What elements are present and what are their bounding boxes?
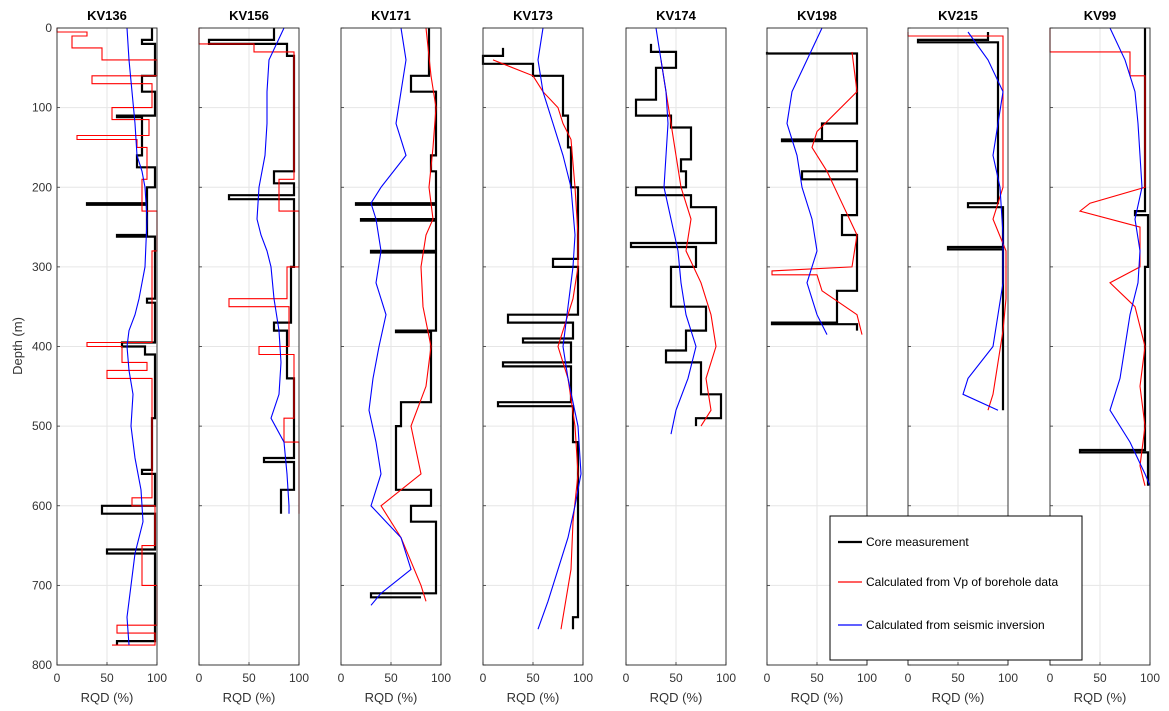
x-axis-label: RQD (%) xyxy=(791,690,844,705)
legend-vp-label: Calculated from Vp of borehole data xyxy=(866,575,1058,589)
x-tick-label: 0 xyxy=(905,671,912,685)
panel-title: KV136 xyxy=(87,8,127,23)
x-tick-label: 0 xyxy=(196,671,203,685)
x-tick-label: 0 xyxy=(338,671,345,685)
x-tick-label: 0 xyxy=(764,671,771,685)
legend-seismic-label: Calculated from seismic inversion xyxy=(866,618,1045,632)
x-tick-label: 50 xyxy=(810,671,824,685)
y-tick-label: 400 xyxy=(32,340,52,354)
panel-title: KV173 xyxy=(513,8,553,23)
x-tick-label: 100 xyxy=(289,671,309,685)
x-tick-label: 100 xyxy=(857,671,877,685)
x-axis-label: RQD (%) xyxy=(223,690,276,705)
y-tick-label: 100 xyxy=(32,101,52,115)
y-tick-label: 200 xyxy=(32,180,52,194)
x-tick-label: 0 xyxy=(1047,671,1054,685)
x-tick-label: 50 xyxy=(669,671,683,685)
x-tick-label: 50 xyxy=(100,671,114,685)
x-tick-label: 100 xyxy=(147,671,167,685)
panel-kv156: 0 50 100 KV156 RQD (%) xyxy=(196,8,310,705)
x-axis-label: RQD (%) xyxy=(365,690,418,705)
legend-core-label: Core measurement xyxy=(866,535,969,549)
y-tick-label: 600 xyxy=(32,499,52,513)
x-axis-label: RQD (%) xyxy=(81,690,134,705)
x-tick-label: 50 xyxy=(384,671,398,685)
x-tick-label: 50 xyxy=(951,671,965,685)
panel-kv173: 0 50 100 KV173 RQD (%) xyxy=(480,8,594,705)
panel-title: KV174 xyxy=(656,8,697,23)
x-tick-label: 0 xyxy=(480,671,487,685)
y-tick-label: 700 xyxy=(32,578,52,592)
x-tick-label: 0 xyxy=(54,671,61,685)
panel-title: KV171 xyxy=(371,8,411,23)
panel-title: KV156 xyxy=(229,8,269,23)
panel-title: KV215 xyxy=(938,8,978,23)
panel-title: KV198 xyxy=(797,8,837,23)
x-tick-label: 100 xyxy=(1140,671,1160,685)
x-tick-label: 100 xyxy=(573,671,593,685)
x-axis-label: RQD (%) xyxy=(932,690,985,705)
x-tick-label: 50 xyxy=(526,671,540,685)
panel-title: KV99 xyxy=(1084,8,1117,23)
x-tick-label: 0 xyxy=(623,671,630,685)
y-axis-label: Depth (m) xyxy=(10,317,25,375)
x-axis-label: RQD (%) xyxy=(650,690,703,705)
x-tick-label: 50 xyxy=(1093,671,1107,685)
y-tick-label: 500 xyxy=(32,419,52,433)
x-axis-label: RQD (%) xyxy=(1074,690,1127,705)
panel-kv171: 0 50 100 KV171 RQD (%) xyxy=(338,8,452,705)
x-tick-label: 100 xyxy=(431,671,451,685)
legend: Core measurement Calculated from Vp of b… xyxy=(830,516,1082,660)
x-tick-label: 50 xyxy=(242,671,256,685)
y-tick-label: 0 xyxy=(45,21,52,35)
panel-kv174: 0 50 100 KV174 RQD (%) xyxy=(623,8,737,705)
x-axis-label: RQD (%) xyxy=(507,690,560,705)
y-tick-label: 800 xyxy=(32,658,52,672)
x-tick-label: 100 xyxy=(716,671,736,685)
y-tick-label: 300 xyxy=(32,260,52,274)
x-tick-label: 100 xyxy=(998,671,1018,685)
